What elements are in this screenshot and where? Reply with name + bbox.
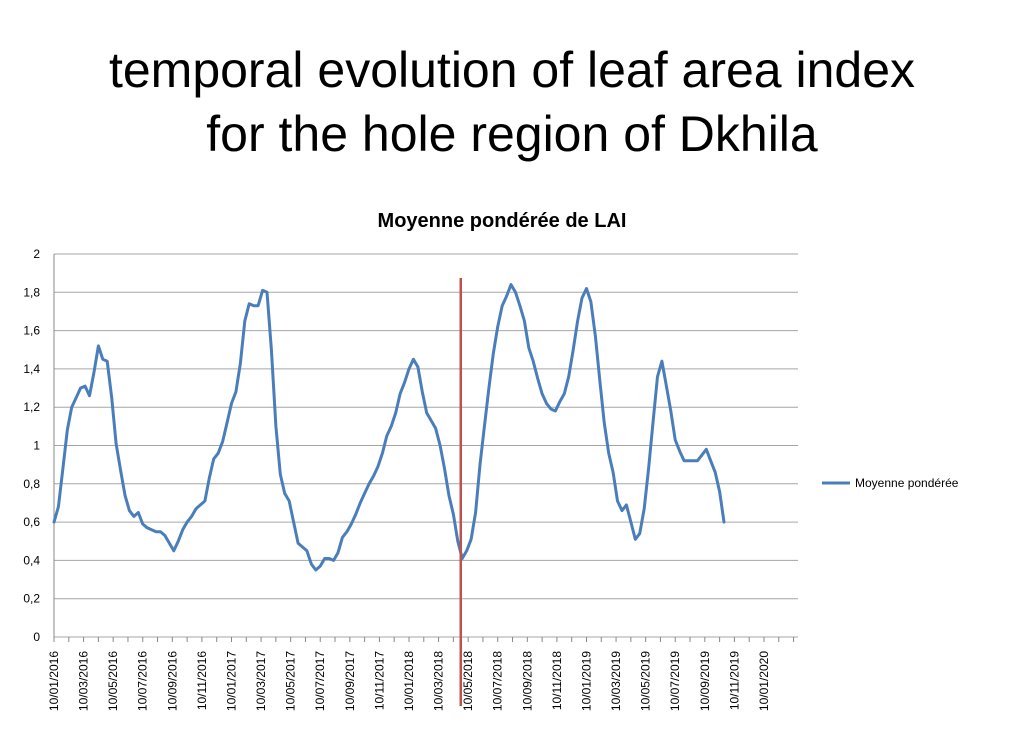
series-group (52, 283, 726, 572)
x-tick-label: 10/11/2019 (727, 651, 741, 710)
x-tick-label: 10/11/2016 (195, 651, 209, 710)
y-tick-label: 1,4 (23, 362, 40, 376)
x-tick-label: 10/09/2018 (520, 651, 534, 711)
x-tick-label: 10/01/2020 (757, 651, 771, 711)
gridlines (53, 253, 798, 638)
x-tick-label: 10/01/2017 (224, 651, 238, 711)
y-tick-label: 1,6 (23, 324, 40, 338)
x-tick-label: 10/05/2019 (639, 651, 653, 711)
slide-title: temporal evolution of leaf area index fo… (0, 38, 1024, 166)
x-tick-label: 10/07/2018 (491, 651, 505, 711)
chart-title: Moyenne pondérée de LAI (378, 210, 627, 232)
series-line-moyenne-ponderee (52, 283, 726, 572)
y-axis-tick-labels: 0 0,2 0,4 0,6 0,8 1 1,2 1,4 1,6 1,8 2 (23, 247, 40, 644)
x-tick-label: 10/11/2018 (550, 651, 564, 710)
x-tick-label: 10/09/2019 (698, 651, 712, 711)
x-tick-label: 10/03/2017 (254, 651, 268, 711)
slide-title-line-2: for the hole region of Dkhila (206, 106, 818, 162)
x-tick-label: 10/05/2018 (461, 651, 475, 711)
legend-label: Moyenne pondérée (855, 476, 959, 490)
y-tick-label: 1,8 (23, 285, 40, 299)
x-tick-label: 10/01/2016 (47, 651, 61, 711)
y-tick-label: 1 (33, 439, 40, 453)
x-axis (53, 637, 795, 642)
y-tick-label: 0,6 (23, 515, 40, 529)
y-tick-label: 0,8 (23, 477, 40, 491)
x-tick-label: 10/07/2016 (136, 651, 150, 711)
y-tick-label: 0,2 (23, 592, 40, 606)
y-tick-label: 0,4 (23, 553, 40, 567)
x-tick-label: 10/05/2016 (106, 651, 120, 711)
y-tick-label: 0 (33, 630, 40, 644)
x-tick-label: 10/03/2016 (77, 651, 91, 711)
x-tick-label: 10/11/2017 (372, 651, 386, 710)
x-tick-label: 10/07/2017 (313, 651, 327, 711)
x-tick-label: 10/03/2019 (609, 651, 623, 711)
legend: Moyenne pondérée (822, 476, 959, 490)
y-tick-label: 2 (33, 247, 40, 261)
x-tick-label: 10/01/2018 (402, 651, 416, 711)
x-tick-label: 10/09/2017 (343, 651, 357, 711)
x-tick-label: 10/09/2016 (165, 651, 179, 711)
x-tick-label: 10/07/2019 (668, 651, 682, 711)
x-tick-label: 10/03/2018 (432, 651, 446, 711)
y-tick-label: 1,2 (23, 400, 40, 414)
x-axis-tick-labels: 10/01/2016 10/03/2016 10/05/2016 10/07/2016… (47, 651, 771, 711)
slide-title-line-1: temporal evolution of leaf area index (108, 42, 916, 98)
x-tick-label: 10/01/2019 (579, 651, 593, 711)
x-tick-label: 10/05/2017 (284, 651, 298, 711)
